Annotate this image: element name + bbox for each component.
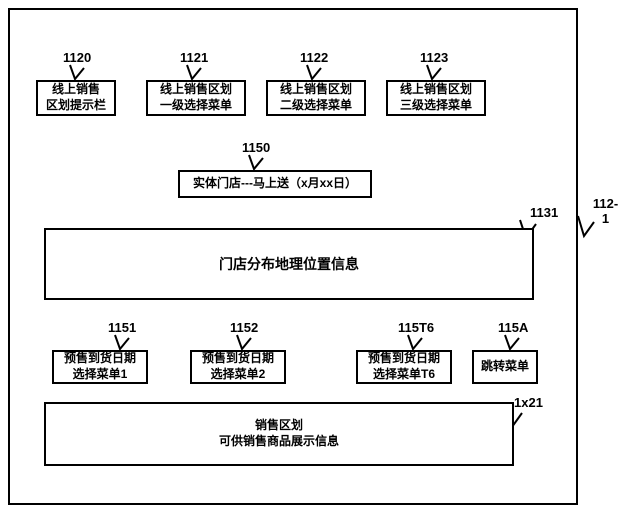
box-online-sales-hint: 线上销售 区划提示栏 — [36, 80, 116, 116]
box-jump-menu[interactable]: 跳转菜单 — [472, 350, 538, 384]
box-store-delivery: 实体门店---马上送（x月xx日） — [178, 170, 372, 198]
text-top-3: 线上销售区划 三级选择菜单 — [400, 82, 472, 113]
box-presale-date-t6[interactable]: 预售到货日期 选择菜单T6 — [356, 350, 452, 384]
label-outer-frame: 112-1 — [590, 196, 621, 226]
label-top-0: 1120 — [63, 50, 91, 65]
label-map: 1131 — [530, 205, 558, 220]
text-date-3: 跳转菜单 — [481, 359, 529, 375]
label-date-3: 115A — [498, 320, 528, 335]
box-presale-date-1[interactable]: 预售到货日期 选择菜单1 — [52, 350, 148, 384]
label-top-3: 1123 — [420, 50, 448, 65]
box-sales-display: 销售区划 可供销售商品展示信息 — [44, 402, 514, 466]
box-level2-menu[interactable]: 线上销售区划 二级选择菜单 — [266, 80, 366, 116]
text-top-1: 线上销售区划 一级选择菜单 — [160, 82, 232, 113]
text-store: 实体门店---马上送（x月xx日） — [193, 176, 357, 192]
text-date-2: 预售到货日期 选择菜单T6 — [368, 351, 440, 382]
label-store: 1150 — [242, 140, 270, 155]
text-date-0: 预售到货日期 选择菜单1 — [64, 351, 136, 382]
label-date-0: 1151 — [108, 320, 136, 335]
label-date-2: 115T6 — [398, 320, 434, 335]
text-top-0: 线上销售 区划提示栏 — [46, 82, 106, 113]
text-date-1: 预售到货日期 选择菜单2 — [202, 351, 274, 382]
box-level3-menu[interactable]: 线上销售区划 三级选择菜单 — [386, 80, 486, 116]
box-presale-date-2[interactable]: 预售到货日期 选择菜单2 — [190, 350, 286, 384]
label-top-2: 1122 — [300, 50, 328, 65]
box-store-map: 门店分布地理位置信息 — [44, 228, 534, 300]
text-top-2: 线上销售区划 二级选择菜单 — [280, 82, 352, 113]
label-date-1: 1152 — [230, 320, 258, 335]
text-display-line2: 可供销售商品展示信息 — [219, 434, 339, 450]
text-display-line1: 销售区划 — [255, 418, 303, 434]
box-level1-menu[interactable]: 线上销售区划 一级选择菜单 — [146, 80, 246, 116]
label-display: 1x21 — [514, 395, 543, 410]
text-map: 门店分布地理位置信息 — [219, 255, 359, 273]
label-top-1: 1121 — [180, 50, 208, 65]
